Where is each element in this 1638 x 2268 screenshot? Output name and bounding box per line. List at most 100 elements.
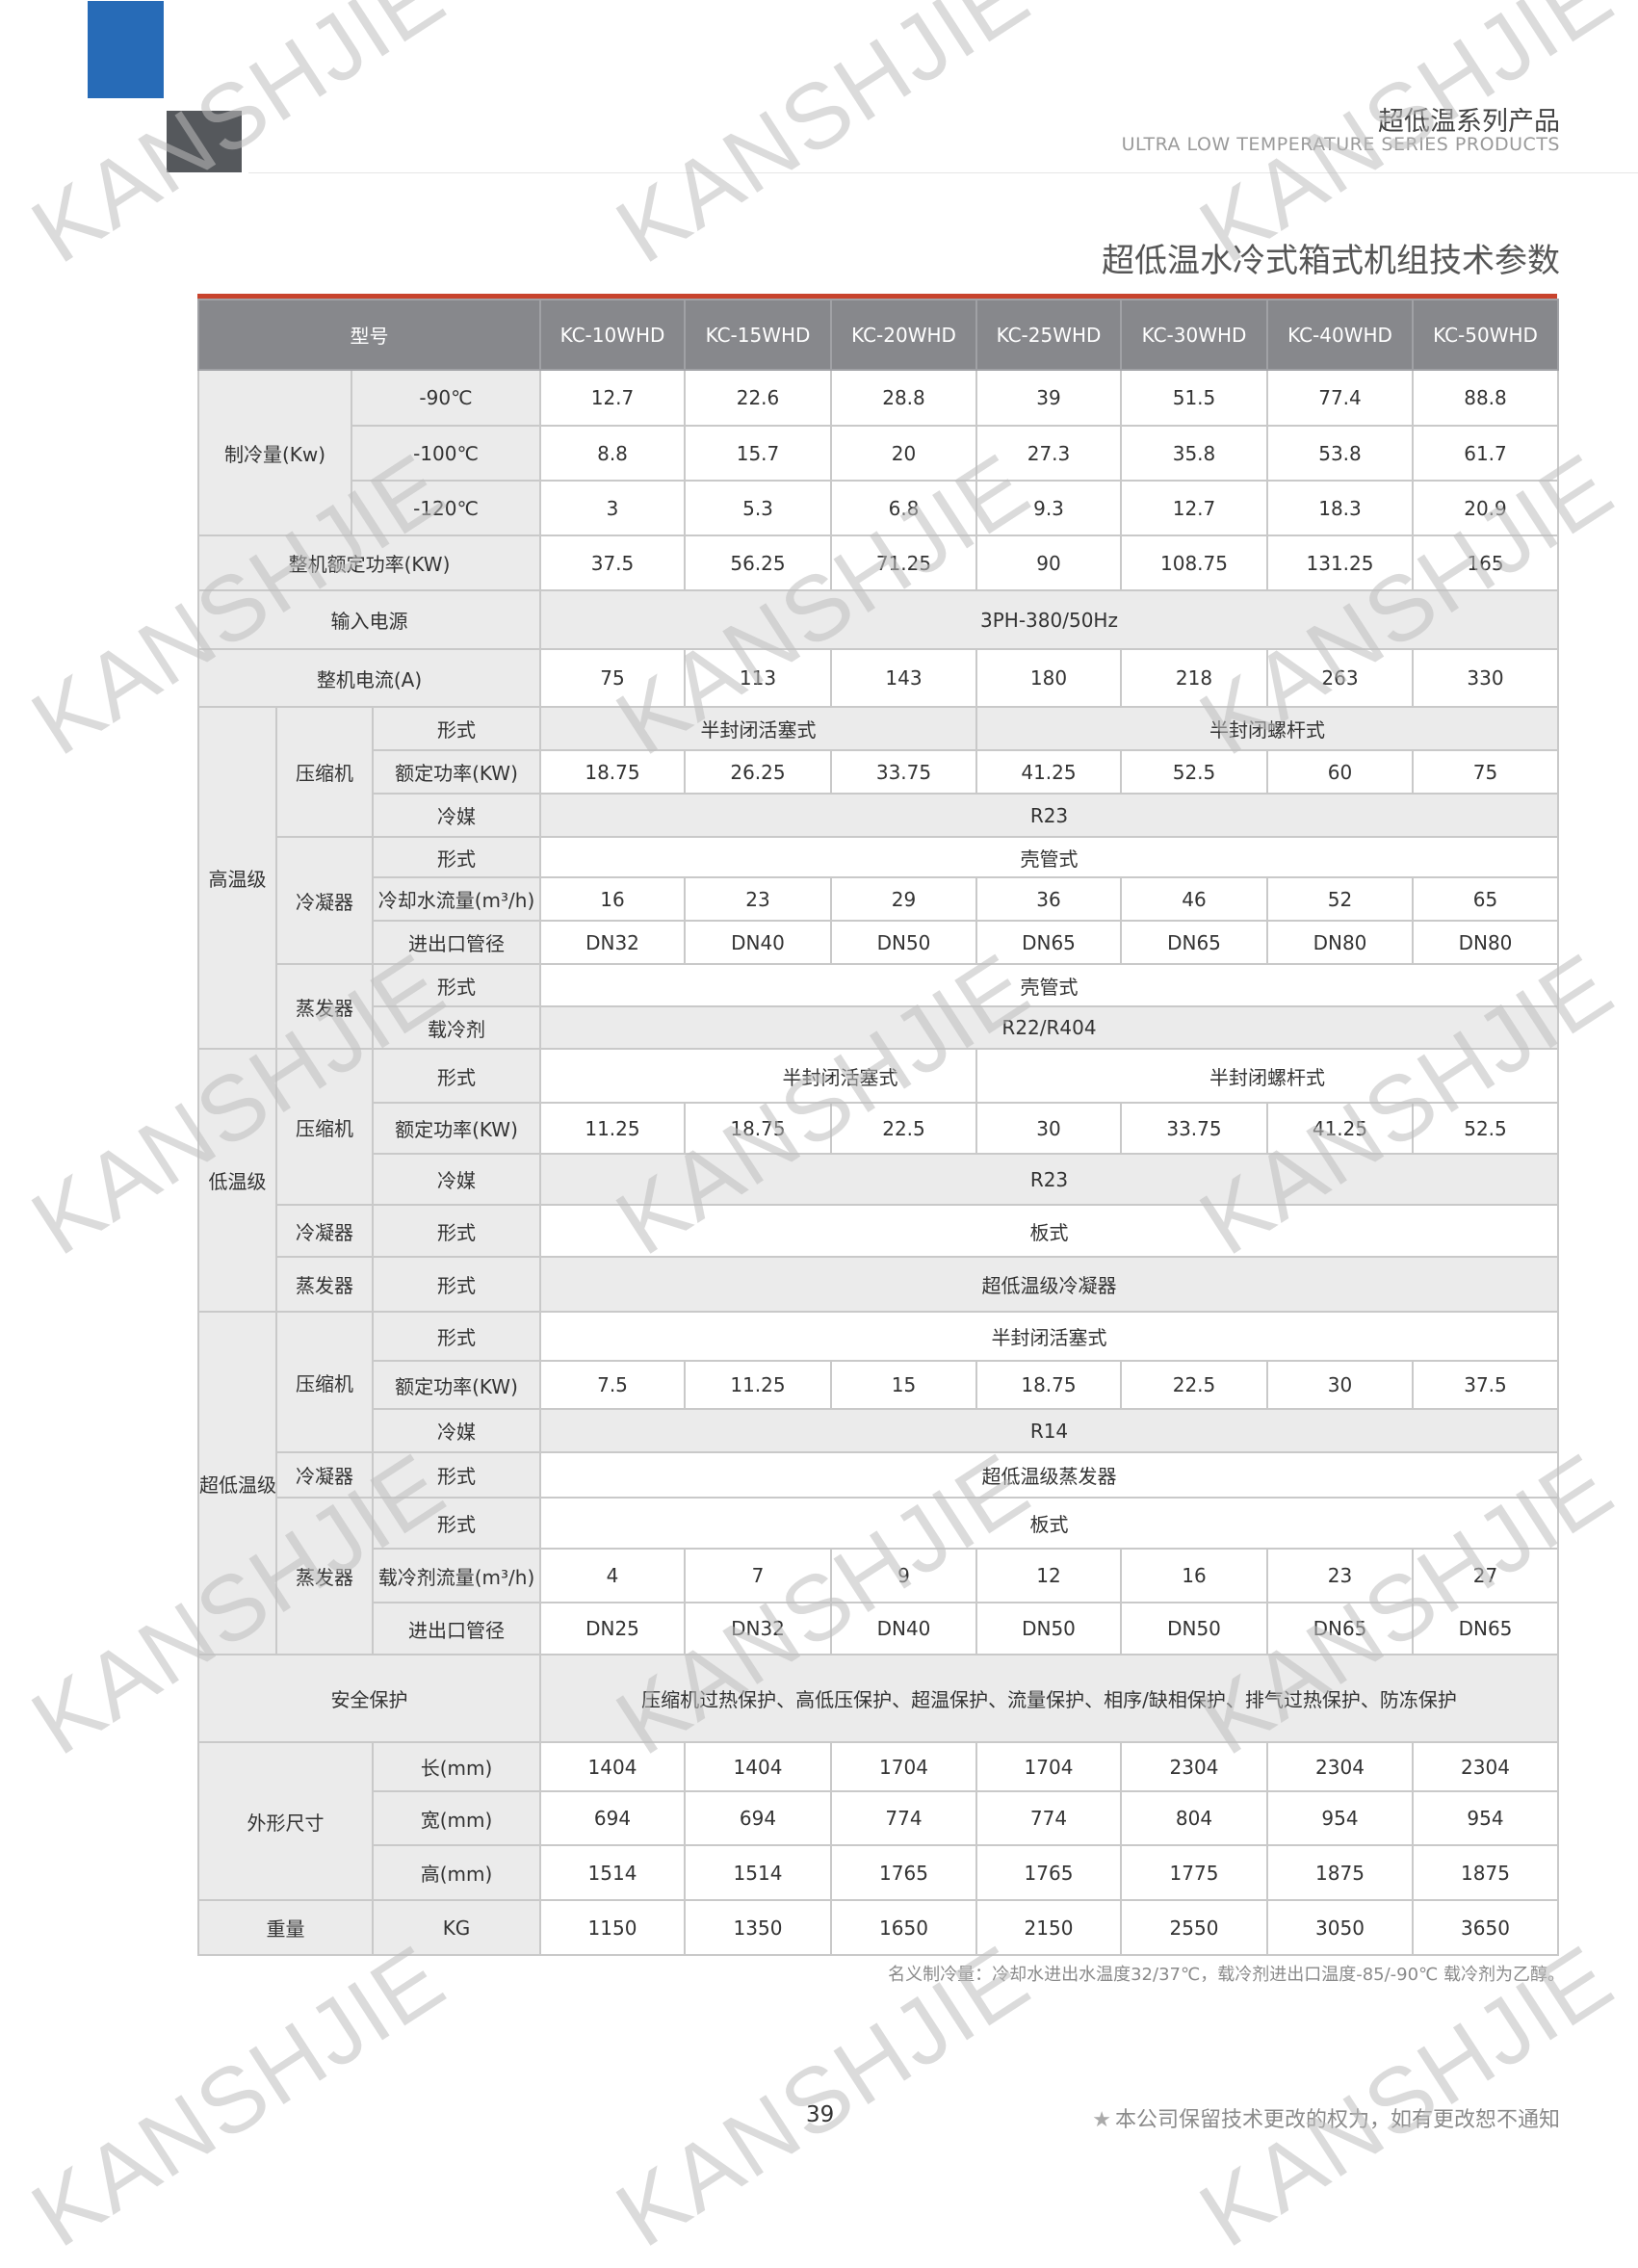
header-divider bbox=[248, 172, 1638, 173]
value-cell: DN32 bbox=[539, 920, 686, 965]
value-cell: 52 bbox=[1266, 876, 1414, 922]
table-row: 重量 KG 1150 1350 1650 2150 2550 3050 3650 bbox=[197, 1899, 1559, 1956]
merged-value-cell: 板式 bbox=[539, 1204, 1559, 1258]
value-cell: 774 bbox=[830, 1790, 977, 1846]
merged-value-cell: R23 bbox=[539, 793, 1559, 838]
value-cell: 330 bbox=[1412, 648, 1559, 708]
footer-notice: ★ 本公司保留技术更改的权力，如有更改恕不通知 bbox=[1092, 2102, 1560, 2133]
merged-value-cell: 壳管式 bbox=[539, 836, 1559, 878]
row-label: 整机电流(A) bbox=[197, 648, 541, 708]
notice-text: 本公司保留技术更改的权力，如有更改恕不通知 bbox=[1114, 2108, 1560, 2132]
model-column-header: KC-20WHD bbox=[830, 299, 977, 371]
value-cell: 39 bbox=[975, 369, 1122, 427]
value-cell: 1350 bbox=[684, 1899, 832, 1956]
page-number: 39 bbox=[806, 2102, 835, 2127]
value-cell: DN25 bbox=[539, 1602, 686, 1655]
table-row: -120℃ 3 5.3 6.8 9.3 12.7 18.3 20.9 bbox=[198, 480, 1559, 536]
row-sublabel: 载冷剂流量(m³/h) bbox=[372, 1548, 541, 1603]
table-row: 蒸发器 形式 超低温级冷凝器 bbox=[198, 1256, 1559, 1313]
series-subtitle: ULTRA LOW TEMPERATURE SERIES PRODUCTS bbox=[1121, 134, 1560, 155]
value-cell: 6.8 bbox=[830, 480, 977, 536]
value-cell: DN50 bbox=[975, 1602, 1122, 1655]
merged-value-cell: 半封闭活塞式 bbox=[539, 1311, 1559, 1362]
value-cell: 1765 bbox=[975, 1844, 1122, 1901]
value-cell: DN65 bbox=[1266, 1602, 1414, 1655]
value-cell: 20.9 bbox=[1412, 480, 1559, 536]
row-sublabel: KG bbox=[372, 1899, 541, 1956]
table-row: 额定功率(KW) 7.5 11.25 15 18.75 22.5 30 37.5 bbox=[198, 1360, 1559, 1410]
component-label: 蒸发器 bbox=[275, 1256, 374, 1313]
value-cell: 113 bbox=[684, 648, 832, 708]
value-cell: 35.8 bbox=[1120, 425, 1268, 482]
value-cell: 18.75 bbox=[684, 1102, 832, 1155]
value-cell: 8.8 bbox=[539, 425, 686, 482]
value-cell: 15 bbox=[830, 1360, 977, 1410]
value-cell: 1875 bbox=[1266, 1844, 1414, 1901]
row-sublabel: -120℃ bbox=[351, 480, 541, 536]
value-cell: DN65 bbox=[1120, 920, 1268, 965]
value-cell: 1875 bbox=[1412, 1844, 1559, 1901]
value-cell: 5.3 bbox=[684, 480, 832, 536]
row-sublabel: 载冷剂 bbox=[372, 1005, 541, 1050]
table-row: 载冷剂 R22/R404 bbox=[198, 1005, 1559, 1050]
value-cell: 3650 bbox=[1412, 1899, 1559, 1956]
value-cell: DN80 bbox=[1266, 920, 1414, 965]
table-row: 外形尺寸 长(mm) 1404 1404 1704 1704 2304 2304 2304 bbox=[197, 1741, 1559, 1901]
value-cell: 88.8 bbox=[1412, 369, 1559, 427]
table-row: 高(mm) 1514 1514 1765 1765 1775 1875 1875 bbox=[198, 1844, 1559, 1901]
table-accent-bar bbox=[197, 294, 1557, 299]
row-sublabel: 冷媒 bbox=[372, 793, 541, 838]
value-cell: 61.7 bbox=[1412, 425, 1559, 482]
row-sublabel: 形式 bbox=[372, 706, 541, 751]
value-cell: 1150 bbox=[539, 1899, 686, 1956]
value-cell: 694 bbox=[684, 1790, 832, 1846]
value-cell: 52.5 bbox=[1120, 749, 1268, 795]
value-cell: 954 bbox=[1266, 1790, 1414, 1846]
component-label: 压缩机 bbox=[275, 1311, 374, 1453]
value-cell: 37.5 bbox=[1412, 1360, 1559, 1410]
value-cell: 143 bbox=[830, 648, 977, 708]
safety-value: 压缩机过热保护、高低压保护、超温保护、流量保护、相序/缺相保护、排气过热保护、防… bbox=[539, 1654, 1559, 1743]
model-column-header: KC-15WHD bbox=[684, 299, 832, 371]
value-cell: 1404 bbox=[684, 1741, 832, 1792]
table-row: 额定功率(KW) 18.75 26.25 33.75 41.25 52.5 60 75 bbox=[198, 749, 1559, 795]
merged-value-cell: 半封闭活塞式 bbox=[539, 706, 977, 751]
value-cell: 2304 bbox=[1120, 1741, 1268, 1792]
row-sublabel: 冷却水流量(m³/h) bbox=[372, 876, 541, 922]
merged-value-cell: R14 bbox=[539, 1408, 1559, 1453]
value-cell: 2550 bbox=[1120, 1899, 1268, 1956]
value-cell: 75 bbox=[1412, 749, 1559, 795]
table-row: 冷媒 R23 bbox=[198, 793, 1559, 838]
table-row: 冷凝器 形式 板式 bbox=[198, 1204, 1559, 1258]
watermark: KANSHJIE bbox=[599, 0, 1048, 283]
value-cell: 90 bbox=[975, 534, 1122, 591]
value-cell: 37.5 bbox=[539, 534, 686, 591]
value-cell: 1704 bbox=[830, 1741, 977, 1792]
component-label: 冷凝器 bbox=[275, 836, 374, 965]
table-row: -100℃ 8.8 15.7 20 27.3 35.8 53.8 61.7 bbox=[198, 425, 1559, 482]
value-cell: 3 bbox=[539, 480, 686, 536]
value-cell: 1514 bbox=[539, 1844, 686, 1901]
row-label: 重量 bbox=[197, 1899, 374, 1956]
component-label: 蒸发器 bbox=[275, 963, 374, 1050]
component-label: 蒸发器 bbox=[275, 1497, 374, 1655]
value-cell: DN40 bbox=[830, 1602, 977, 1655]
value-cell: 2304 bbox=[1266, 1741, 1414, 1792]
merged-value-cell: 3PH-380/50Hz bbox=[539, 589, 1559, 650]
value-cell: 11.25 bbox=[539, 1102, 686, 1155]
value-cell: 60 bbox=[1266, 749, 1414, 795]
table-row: 安全保护 压缩机过热保护、高低压保护、超温保护、流量保护、相序/缺相保护、排气过热… bbox=[197, 1654, 1559, 1743]
value-cell: 33.75 bbox=[830, 749, 977, 795]
watermark: KANSHJIE bbox=[14, 1925, 463, 2267]
table-row: 冷媒 R23 bbox=[198, 1153, 1559, 1206]
component-label: 冷凝器 bbox=[275, 1451, 374, 1499]
value-cell: 27 bbox=[1412, 1548, 1559, 1603]
page-title: 超低温水冷式箱式机组技术参数 bbox=[1102, 242, 1560, 280]
value-cell: 56.25 bbox=[684, 534, 832, 591]
component-label: 冷凝器 bbox=[275, 1204, 374, 1258]
value-cell: 30 bbox=[1266, 1360, 1414, 1410]
table-row: 蒸发器 形式 壳管式 bbox=[198, 963, 1559, 1050]
value-cell: 694 bbox=[539, 1790, 686, 1846]
stage-label: 超低温级 bbox=[197, 1311, 277, 1655]
value-cell: 23 bbox=[684, 876, 832, 922]
